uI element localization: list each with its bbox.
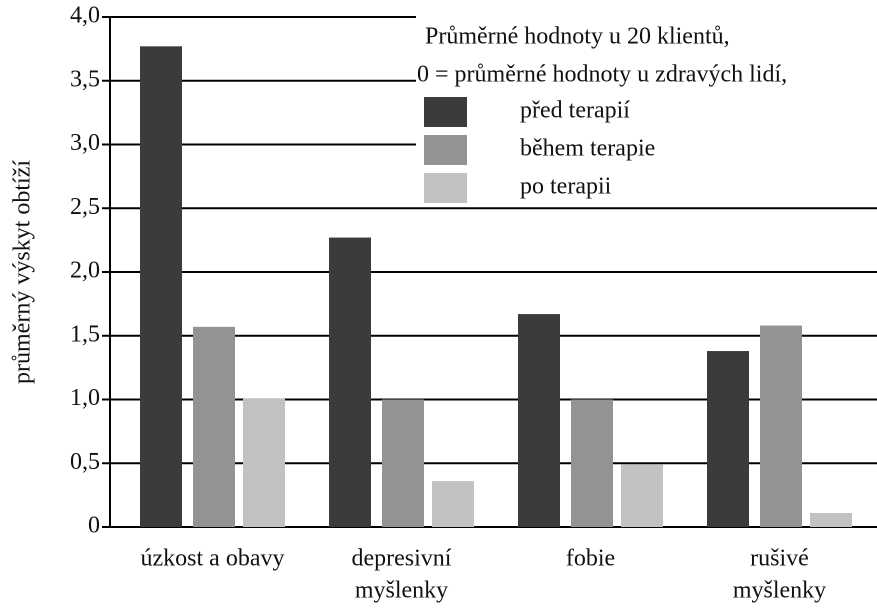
bar (707, 351, 749, 527)
bar (432, 481, 474, 527)
x-tick-label: rušivé (750, 546, 809, 572)
y-tick-label: 3,0 (70, 130, 100, 156)
y-tick-label: 2,0 (70, 258, 100, 284)
legend-box (416, 15, 877, 206)
y-tick-label: 2,5 (70, 194, 100, 220)
y-tick-label: 3,5 (70, 66, 100, 92)
bar (760, 325, 802, 527)
legend-title: 0 = průměrné hodnoty u zdravých lidí, (417, 62, 787, 88)
bar (329, 237, 371, 527)
y-axis-label: průměrný výskyt obtíží (10, 160, 36, 384)
bar (621, 464, 663, 527)
bar (243, 398, 285, 527)
legend-swatch (424, 135, 467, 165)
x-tick-label: fobie (566, 546, 615, 572)
y-tick-label: 1,5 (70, 321, 100, 347)
legend-swatch (424, 97, 467, 127)
legend-swatch (424, 173, 467, 203)
bar (518, 314, 560, 527)
bar (193, 326, 235, 527)
bar (140, 46, 182, 527)
bar (571, 399, 613, 527)
bar (382, 399, 424, 527)
x-tick-label: myšlenky (733, 578, 826, 604)
y-tick-label: 0 (88, 513, 100, 539)
legend-title: Průměrné hodnoty u 20 klientů, (425, 24, 730, 50)
legend-label: během terapie (520, 136, 655, 162)
y-tick-label: 1,0 (70, 385, 100, 411)
bar (810, 512, 852, 527)
x-tick-label: myšlenky (355, 578, 448, 604)
x-tick-label: depresivní (352, 546, 452, 572)
x-tick-label: úzkost a obavy (141, 546, 285, 572)
legend-label: po terapii (520, 174, 612, 200)
legend-label: před terapií (520, 98, 630, 124)
y-tick-label: 0,5 (70, 449, 100, 475)
y-tick-label: 4,0 (70, 3, 100, 29)
